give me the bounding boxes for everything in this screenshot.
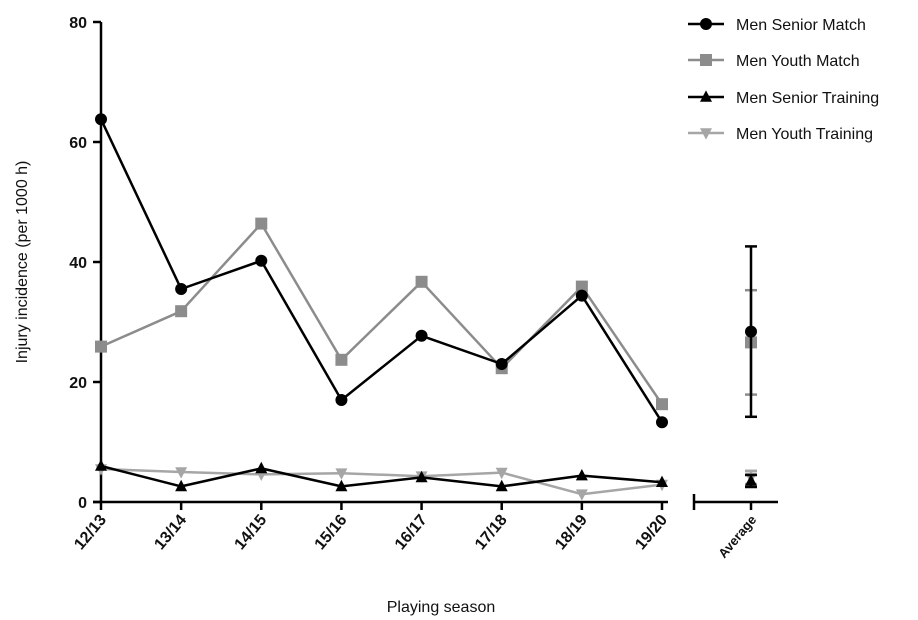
x-tick-label: 12/13 [71,512,110,554]
data-point [95,113,107,126]
x-tick-label: 15/16 [312,512,351,554]
x-tick-label: 19/20 [632,512,671,554]
x-tick-label: 17/18 [472,512,511,554]
x-tick-label-average: Average [715,512,759,561]
x-tick-labels: 12/13 13/14 14/15 15/16 16/17 17/18 18/19 19/20… [71,512,759,561]
average-point [745,474,757,486]
axes [93,20,778,510]
data-point [415,329,428,342]
data-point [255,461,268,474]
data-point [255,217,268,230]
data-point [415,275,428,288]
series-layer [95,113,668,501]
data-point [175,305,188,318]
data-point [175,479,188,492]
legend-label: Men Senior Training [736,90,879,107]
average-point [745,325,757,338]
data-point [575,489,588,501]
data-point [175,467,188,479]
average-layer [745,245,757,489]
legend-label: Men Senior Match [736,17,866,34]
data-point [656,475,668,487]
data-point [335,353,348,366]
y-tick-label: 20 [69,375,87,392]
average-men-senior-match [745,245,757,419]
legend-item: Men Senior Match [688,17,866,34]
legend-item: Men Youth Training [688,126,873,143]
series-line [100,467,663,496]
legend-label: Men Youth Training [736,126,873,143]
data-point [415,470,428,483]
series-men-senior-training [95,459,668,492]
y-tick-label: 40 [69,255,87,272]
series-men-youth-match [95,217,668,411]
x-tick-label: 18/19 [552,512,591,554]
legend-marker [700,128,712,140]
x-axis-label: Playing season [387,599,496,616]
x-tick-label: 14/15 [232,512,271,554]
data-point [335,394,348,406]
legend-label: Men Youth Match [736,53,860,70]
data-point [495,467,508,480]
data-point [495,479,508,492]
series-line [99,118,664,423]
y-tick-label: 0 [78,495,87,512]
data-point [656,398,668,411]
y-axis-label: Injury incidence (per 1000 h) [14,161,31,364]
data-point [335,479,348,492]
data-point [656,416,668,429]
series-men-senior-match [95,113,668,429]
legend-item: Men Youth Match [688,53,860,70]
average-men-senior-training [745,473,757,489]
series-line [100,464,663,488]
data-point [575,280,588,293]
data-point [575,469,588,481]
y-tick-labels: 0 20 40 60 80 [69,15,87,512]
legend-marker [700,18,712,30]
data-point [335,468,348,480]
y-tick-label: 80 [69,15,87,32]
series-line [100,222,664,405]
data-point [575,289,588,302]
data-point [255,254,268,267]
y-tick-label: 60 [69,135,87,152]
x-tick-label: 16/17 [392,512,431,554]
legend-marker [700,54,712,66]
data-point [175,283,188,295]
legend: Men Senior Match Men Youth Match Men Senio… [688,17,879,143]
legend-item: Men Senior Training [688,90,879,107]
legend-marker [700,90,712,102]
data-point [95,459,107,471]
data-point [495,358,508,370]
data-point [95,340,107,353]
x-tick-label: 13/14 [151,512,190,554]
